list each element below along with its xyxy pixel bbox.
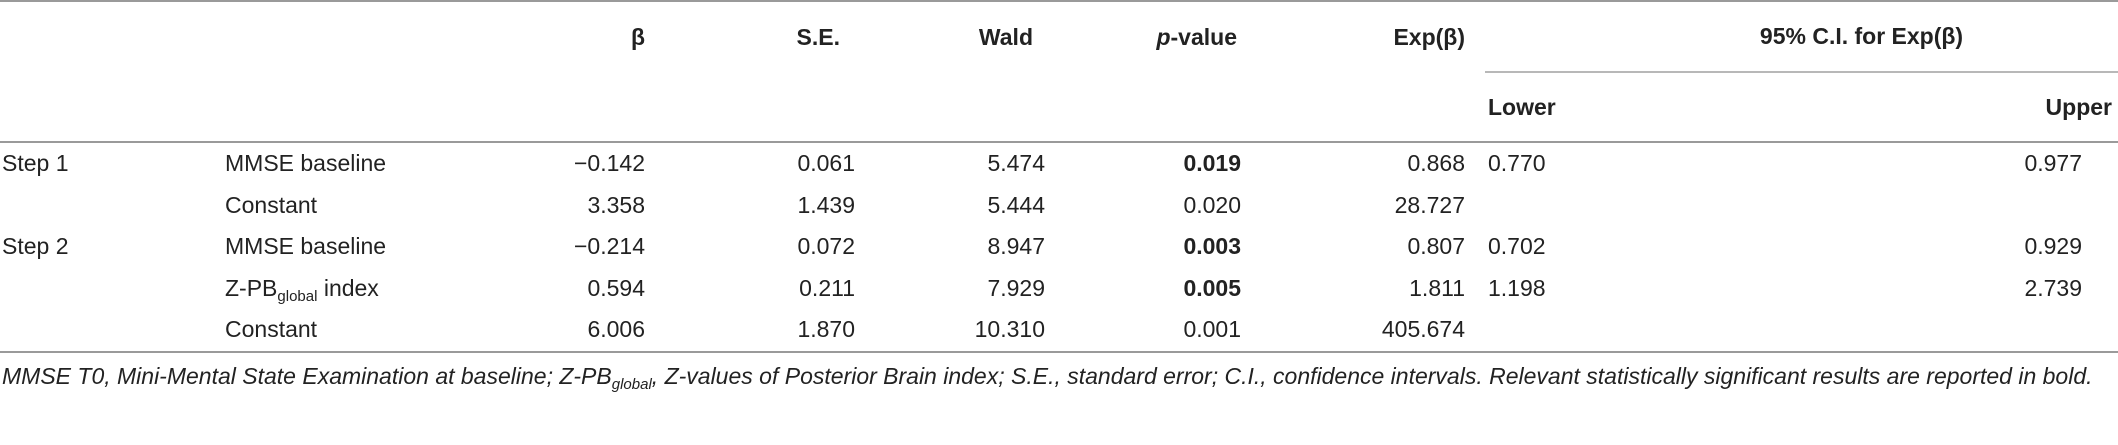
predictor-label: Z-PBglobal index bbox=[225, 274, 379, 305]
ci-upper-value: 2.739 bbox=[2024, 274, 2082, 301]
se-value: 0.211 bbox=[799, 274, 855, 301]
p-value: 0.020 bbox=[1183, 191, 1241, 218]
header-beta: β bbox=[630, 23, 645, 50]
se-value: 1.870 bbox=[797, 316, 855, 343]
header-ci: 95% C.I. for Exp(β) bbox=[1759, 23, 1964, 49]
table-row: Step 1 MMSE baseline −0.142 0.061 5.474 … bbox=[0, 142, 2118, 185]
beta-value: −0.214 bbox=[574, 233, 645, 260]
table-row: Step 2 MMSE baseline −0.214 0.072 8.947 … bbox=[0, 226, 2118, 268]
se-value: 0.072 bbox=[797, 233, 855, 260]
bottom-rule bbox=[0, 349, 2118, 353]
wald-value: 5.444 bbox=[987, 191, 1045, 218]
beta-value: 6.006 bbox=[587, 316, 645, 343]
step-label: Step 2 bbox=[2, 233, 69, 260]
p-value: 0.019 bbox=[1183, 150, 1241, 177]
header-row: β S.E. Wald p-value Exp(β) 95% C.I. for … bbox=[0, 2, 2118, 72]
header-wald: Wald bbox=[978, 23, 1033, 50]
table-row: Constant 6.006 1.870 10.310 0.001 405.67… bbox=[0, 309, 2118, 351]
ci-lower-value bbox=[1485, 309, 1775, 351]
regression-table: β S.E. Wald p-value Exp(β) 95% C.I. for … bbox=[0, 0, 2118, 353]
p-value: 0.003 bbox=[1183, 233, 1241, 260]
ci-lower-value: 1.198 bbox=[1488, 274, 1546, 301]
exp-value: 0.868 bbox=[1407, 150, 1465, 177]
step-label bbox=[0, 268, 225, 310]
header-se: S.E. bbox=[796, 23, 840, 50]
ci-upper-value bbox=[1775, 185, 2118, 227]
predictor-label: Constant bbox=[225, 316, 318, 343]
beta-value: −0.142 bbox=[574, 150, 645, 177]
table-row: Constant 3.358 1.439 5.444 0.020 28.727 bbox=[0, 185, 2118, 227]
predictor-label: MMSE baseline bbox=[225, 233, 387, 260]
step-label: Step 1 bbox=[2, 150, 69, 177]
p-value: 0.001 bbox=[1183, 316, 1241, 343]
beta-value: 3.358 bbox=[587, 191, 645, 218]
predictor-label: MMSE baseline bbox=[225, 150, 387, 177]
table-footnote: MMSE T0, Mini-Mental State Examination a… bbox=[2, 363, 2093, 393]
exp-value: 1.811 bbox=[1409, 274, 1465, 301]
step-label bbox=[0, 309, 225, 351]
ci-upper-value bbox=[1775, 309, 2118, 351]
p-value: 0.005 bbox=[1183, 274, 1241, 301]
header-lower: Lower bbox=[1488, 93, 1556, 120]
ci-upper-value: 0.929 bbox=[2024, 233, 2082, 260]
ci-lower-value: 0.770 bbox=[1488, 150, 1546, 177]
wald-value: 10.310 bbox=[974, 316, 1045, 343]
predictor-label: Constant bbox=[225, 191, 318, 218]
exp-value: 28.727 bbox=[1394, 191, 1465, 218]
subheader-row: Lower Upper bbox=[0, 73, 2118, 141]
se-value: 0.061 bbox=[797, 150, 855, 177]
step-label bbox=[0, 185, 225, 227]
exp-value: 405.674 bbox=[1381, 316, 1465, 343]
se-value: 1.439 bbox=[797, 191, 855, 218]
header-upper: Upper bbox=[2045, 93, 2112, 120]
table-row: Z-PBglobal index 0.594 0.211 7.929 0.005… bbox=[0, 268, 2118, 310]
beta-value: 0.594 bbox=[587, 274, 645, 301]
ci-lower-value bbox=[1485, 185, 1775, 227]
ci-upper-value: 0.977 bbox=[2024, 150, 2082, 177]
wald-value: 8.947 bbox=[987, 233, 1045, 260]
header-p-value: p-value bbox=[1156, 23, 1237, 50]
exp-value: 0.807 bbox=[1407, 233, 1465, 260]
wald-value: 7.929 bbox=[987, 274, 1045, 301]
header-exp-beta: Exp(β) bbox=[1393, 23, 1465, 50]
wald-value: 5.474 bbox=[987, 150, 1045, 177]
ci-lower-value: 0.702 bbox=[1488, 233, 1546, 260]
